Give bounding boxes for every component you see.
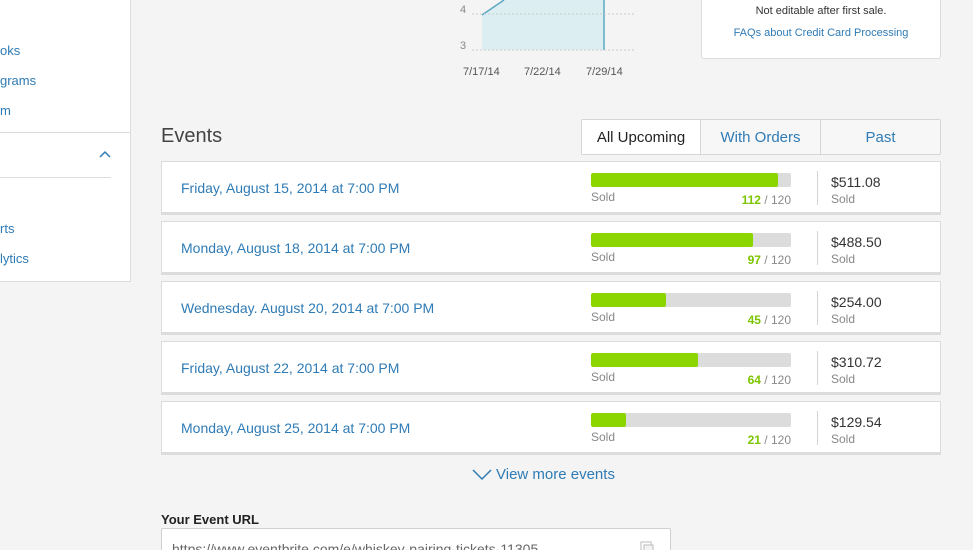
events-title: Events xyxy=(161,125,223,147)
x-tick-label: 7/17/14 xyxy=(463,66,500,78)
divider xyxy=(817,231,818,265)
sold-label: Sold xyxy=(591,430,616,444)
chevron-up-icon[interactable] xyxy=(98,148,112,160)
event-row[interactable]: Monday, August 25, 2014 at 7:00 PM Sold … xyxy=(161,401,941,455)
sales-amount-label: Sold xyxy=(831,192,856,206)
sales-amount: $310.72 xyxy=(831,354,882,370)
sales-amount: $254.00 xyxy=(831,294,882,310)
event-url-label: Your Event URL xyxy=(161,512,259,527)
sold-progress-bar xyxy=(591,233,791,247)
y-tick-label: 3 xyxy=(460,40,466,52)
sold-progress-fill xyxy=(591,233,753,247)
sold-number: 45 xyxy=(747,313,761,327)
event-row[interactable]: Friday, August 15, 2014 at 7:00 PM Sold … xyxy=(161,161,941,215)
sidebar-link-team[interactable]: m xyxy=(0,103,11,118)
sold-count: 97 / 120 xyxy=(591,253,791,267)
event-date-link[interactable]: Monday, August 25, 2014 at 7:00 PM xyxy=(181,420,411,436)
sidebar: oks grams m rts lytics xyxy=(0,0,131,282)
sold-number: 21 xyxy=(747,433,761,447)
x-tick-label: 7/29/14 xyxy=(586,66,623,78)
event-url-value: https://www.eventbrite.com/e/whiskey-pai… xyxy=(172,541,539,550)
copy-icon[interactable] xyxy=(640,541,654,550)
chart-line xyxy=(481,0,505,16)
tab-all-upcoming[interactable]: All Upcoming xyxy=(582,120,700,154)
sales-amount-label: Sold xyxy=(831,252,856,266)
event-row[interactable]: Friday, August 22, 2014 at 7:00 PM Sold … xyxy=(161,341,941,395)
sold-label: Sold xyxy=(591,370,616,384)
sold-number: 97 xyxy=(747,253,761,267)
divider xyxy=(817,171,818,205)
capacity: / 120 xyxy=(760,313,791,327)
capacity: / 120 xyxy=(760,373,791,387)
divider xyxy=(817,411,818,445)
sold-progress-fill xyxy=(591,413,626,427)
sales-amount: $488.50 xyxy=(831,234,882,250)
sold-count: 45 / 120 xyxy=(591,313,791,327)
sales-amount: $129.54 xyxy=(831,414,882,430)
sold-progress-fill xyxy=(591,293,666,307)
events-list: Friday, August 15, 2014 at 7:00 PM Sold … xyxy=(161,161,941,461)
event-date-link[interactable]: Wednesday. August 20, 2014 at 7:00 PM xyxy=(181,300,435,316)
sidebar-divider xyxy=(0,177,111,178)
chart-area xyxy=(482,0,604,50)
sidebar-link-analytics[interactable]: lytics xyxy=(0,251,29,266)
tab-past[interactable]: Past xyxy=(820,120,940,154)
sidebar-link-reports[interactable]: rts xyxy=(0,221,15,236)
capacity: / 120 xyxy=(760,433,791,447)
capacity: / 120 xyxy=(760,193,791,207)
sold-progress-bar xyxy=(591,353,791,367)
sidebar-divider xyxy=(0,132,131,133)
sidebar-link-books[interactable]: oks xyxy=(0,43,21,58)
divider xyxy=(817,351,818,385)
event-date-link[interactable]: Friday, August 22, 2014 at 7:00 PM xyxy=(181,360,400,376)
sales-amount-label: Sold xyxy=(831,312,856,326)
sold-progress-bar xyxy=(591,413,791,427)
sold-progress-bar xyxy=(591,173,791,187)
sold-count: 112 / 120 xyxy=(591,193,791,207)
sold-label: Sold xyxy=(591,190,616,204)
sold-number: 112 xyxy=(741,193,761,207)
sales-amount-label: Sold xyxy=(831,432,856,446)
y-tick-label: 4 xyxy=(460,4,466,16)
tab-with-orders[interactable]: With Orders xyxy=(700,120,820,154)
event-row[interactable]: Monday, August 18, 2014 at 7:00 PM Sold … xyxy=(161,221,941,275)
sidebar-link-programs[interactable]: grams xyxy=(0,73,37,88)
view-more-label: View more events xyxy=(496,466,615,483)
capacity: / 120 xyxy=(760,253,791,267)
sold-progress-fill xyxy=(591,353,698,367)
info-note: Not editable after first sale. xyxy=(755,5,887,17)
sales-chart: 4 3 7/17/14 7/22/14 7/29/14 xyxy=(460,0,636,78)
sales-amount-label: Sold xyxy=(831,372,856,386)
sold-number: 64 xyxy=(747,373,761,387)
x-tick-label: 7/22/14 xyxy=(524,66,561,78)
event-url-field[interactable]: https://www.eventbrite.com/e/whiskey-pai… xyxy=(161,528,671,550)
faq-credit-card-link[interactable]: FAQs about Credit Card Processing xyxy=(733,27,909,39)
sold-count: 21 / 120 xyxy=(591,433,791,447)
sold-progress-fill xyxy=(591,173,778,187)
sold-label: Sold xyxy=(591,310,616,324)
sold-count: 64 / 120 xyxy=(591,373,791,387)
sold-progress-bar xyxy=(591,293,791,307)
sold-label: Sold xyxy=(591,250,616,264)
chevron-down-icon xyxy=(472,468,492,480)
event-date-link[interactable]: Monday, August 18, 2014 at 7:00 PM xyxy=(181,240,411,256)
sales-amount: $511.08 xyxy=(831,174,881,190)
payment-info-panel: Not editable after first sale. FAQs abou… xyxy=(701,0,941,59)
event-row[interactable]: Wednesday. August 20, 2014 at 7:00 PM So… xyxy=(161,281,941,335)
events-tabs: All Upcoming With Orders Past xyxy=(581,119,941,155)
divider xyxy=(817,291,818,325)
view-more-events-link[interactable]: View more events xyxy=(471,466,615,483)
event-date-link[interactable]: Friday, August 15, 2014 at 7:00 PM xyxy=(181,180,400,196)
